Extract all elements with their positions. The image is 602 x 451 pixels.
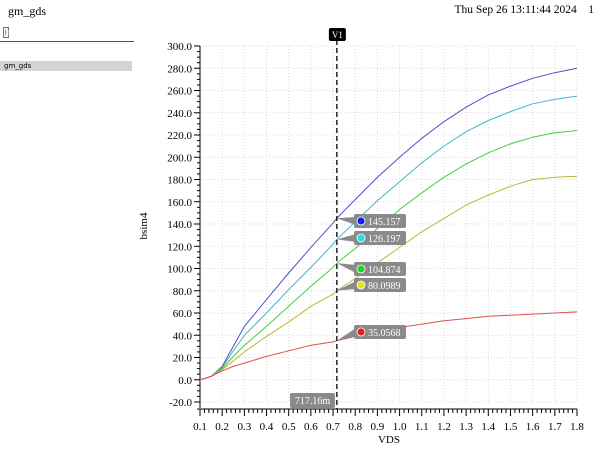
series-marker-icon [356,264,366,274]
x-tick-label: 1.6 [526,421,540,433]
callout-value: 80.0989 [368,281,401,292]
y-tick-label: 0.0 [178,375,192,387]
callout-value: 145.157 [368,217,401,228]
y-tick-label: 120.0 [167,241,192,253]
y-tick-label: 160.0 [167,197,192,209]
callout-value: 126.197 [368,234,401,245]
y-tick-label: 260.0 [167,86,192,98]
scroll-handle-icon[interactable] [3,27,9,38]
x-tick-label: 1.2 [437,421,451,433]
x-tick-label: 1.8 [570,421,584,433]
cursor-name-box [328,28,346,41]
callout-value: 104.874 [368,265,401,276]
x-tick-label: 1.7 [548,421,562,433]
y-tick-label: 220.0 [167,130,192,142]
x-tick-label: 1.3 [459,421,473,433]
callout-box [354,325,406,339]
y-axis-label: bsim4 [138,212,150,239]
cursor-name: V1 [332,30,343,40]
cursor[interactable]: V1 717.16m 145.157 126.197 104.874 80.0989 35.… [290,28,406,409]
x-tick-label: 0.5 [282,421,296,433]
signal-list-item[interactable]: gm_gds [0,61,132,71]
y-tick-label: 60.0 [173,308,193,320]
cursor-x-value: 717.16m [295,396,331,407]
timestamp-text: Thu Sep 26 13:11:44 2024 [454,4,577,16]
callout-pointer [336,328,356,341]
series-line-1 [199,67,578,381]
series-marker-icon [356,280,366,290]
y-tick-label: 140.0 [167,219,192,231]
x-tick-label: 0.9 [371,421,385,433]
x-tick-label: 0.3 [237,421,251,433]
callout-value: 35.0568 [368,328,401,339]
x-tick-label: 0.1 [193,421,207,433]
y-tick-label: 180.0 [167,175,192,187]
y-tick-label: 300.0 [167,41,192,53]
callout-box [354,231,406,245]
y-tick-label: 280.0 [167,63,192,75]
x-tick-label: 0.8 [348,421,362,433]
x-tick-label: 1.1 [415,421,429,433]
y-tick-label: 20.0 [173,353,193,365]
y-tick-label: 200.0 [167,152,192,164]
y-tick-label: 240.0 [167,108,192,120]
x-tick-label: 0.2 [215,421,229,433]
x-tick-label: 1.0 [393,421,407,433]
axes: -20.0 0.0 20.0 40.0 60.0 80.0 100.0 120.0 140.0 1… [167,41,584,433]
callout-box [354,214,406,228]
y-tick-label: -20.0 [169,397,192,409]
callout-pointer [336,281,356,291]
series-line-5 [199,311,578,381]
series-line-3 [199,130,578,381]
series-marker-icon [356,216,366,226]
window-title: gm_gds [8,4,47,18]
series-marker-icon [356,327,366,337]
y-tick-label: 40.0 [173,330,193,342]
timestamp: Thu Sep 26 13:11:44 2024 1 [455,4,595,16]
page-number: 1 [588,4,594,16]
series-marker-icon [356,233,366,243]
x-tick-label: 1.5 [504,421,518,433]
x-tick-label: 1.4 [481,421,495,433]
callout-pointer [336,234,356,242]
x-axis-label: VDS [378,434,400,446]
callout-box [354,262,406,276]
callout-box [354,278,406,292]
x-tick-label: 0.6 [304,421,318,433]
callout-pointer [336,263,356,273]
y-tick-label: 100.0 [167,264,192,276]
x-tick-label: 0.4 [260,421,274,433]
callout-pointer [336,217,356,225]
y-tick-label: 80.0 [173,286,193,298]
cursor-x-value-box [290,393,335,408]
signal-panel-header [0,22,134,42]
x-tick-label: 0.7 [326,421,340,433]
